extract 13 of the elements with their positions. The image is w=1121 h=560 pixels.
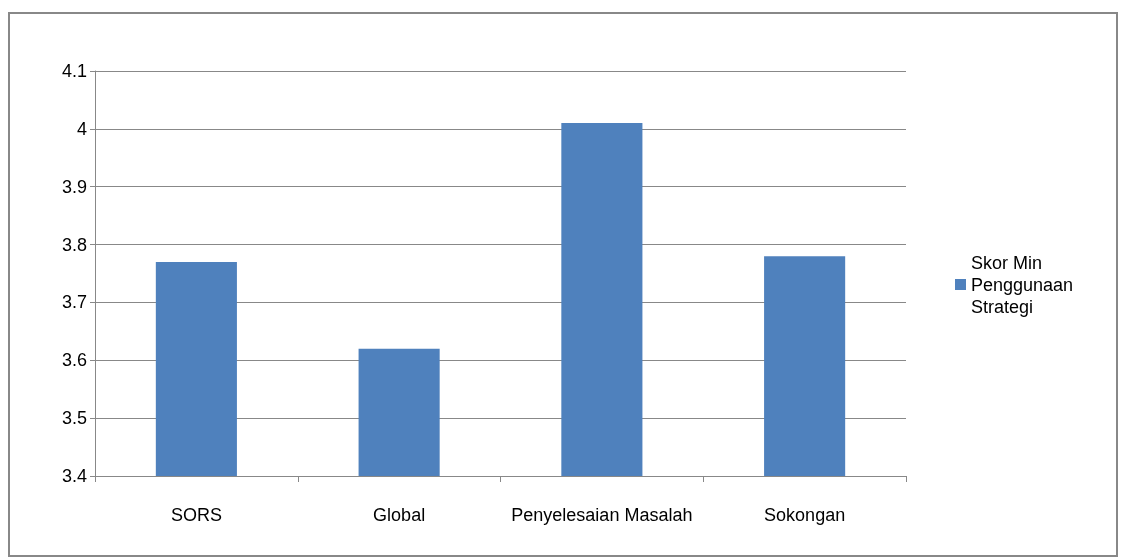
x-tick-label: Global: [373, 505, 426, 525]
x-tick-label: Sokongan: [764, 505, 846, 525]
y-tick-label: 3.5: [61, 408, 87, 429]
y-tick-label: 3.8: [61, 234, 87, 255]
x-tick-label: Penyelesaian Masalah: [511, 505, 693, 525]
y-tick-label: 4.1: [61, 61, 87, 81]
y-tick-label: 4: [76, 118, 87, 139]
x-tick-label: SORS: [170, 505, 222, 525]
legend-label: Skor Min Penggunaan Strategi: [971, 252, 1079, 317]
y-tick-label: 3.7: [61, 292, 87, 313]
y-tick-label: 3.6: [61, 350, 87, 371]
y-tick-label: 3.9: [61, 176, 87, 197]
y-tick-label: 3.4: [61, 466, 87, 486]
